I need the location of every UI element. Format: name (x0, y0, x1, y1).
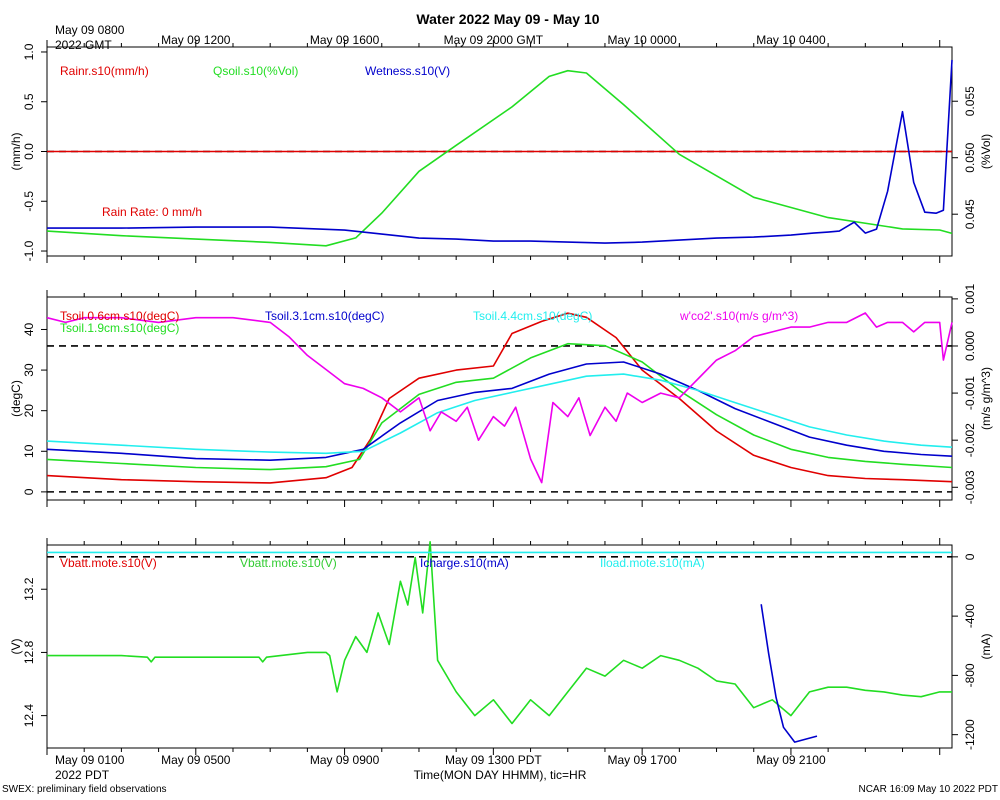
water-panel: -1.0 -0.5 0.0 0.5 1.0 (mm/h) 0.045 0.050 0.055 (%… (9, 40, 993, 263)
series-line-w-co2-s10-m-s-g-m-3- (46, 312, 953, 484)
left-y-tick-label: 1.0 (22, 43, 36, 60)
chart-title: Water 2022 May 09 - May 10 (416, 11, 599, 27)
series-line-tsoil-3-1cm-s10-degc- (46, 361, 953, 462)
series-line-vbatt-mote-s10-v- (47, 540, 952, 725)
bottom-axis-label: May 09 2100 (756, 753, 826, 767)
right-y-tick-label: -1200 (963, 719, 977, 750)
legend-entry: Wetness.s10(V) (365, 64, 450, 78)
bottom-axis-label: May 09 1700 (607, 753, 677, 767)
left-y-tick-label: 0.5 (22, 93, 36, 110)
series-line-tsoil-4-4cm-s10-degc- (46, 373, 953, 455)
left-y-tick-label: -1.0 (22, 240, 36, 261)
legend-entry: Qsoil.s10(%Vol) (213, 64, 298, 78)
left-y-tick-label: 0 (22, 488, 36, 495)
series-line-icharge-s10-ma- (760, 604, 818, 743)
plot-frame (46, 296, 953, 501)
legend-entry: Rainr.s10(mm/h) (60, 64, 149, 78)
left-axis-label: (mm/h) (9, 133, 23, 171)
soil-temperature-panel: 0 10 20 30 40 (degC) -0.003 -0.002 -0.001 0.000 0.… (9, 284, 993, 507)
footer-left: SWEX: preliminary field observations (2, 784, 167, 795)
rain-rate-annotation: Rain Rate: 0 mm/h (102, 205, 202, 219)
legend-entry: Icharge.s10(mA) (420, 556, 509, 570)
right-y-tick-label: -400 (963, 604, 977, 628)
right-y-tick-label: 0 (963, 553, 977, 560)
legend-entry: Tsoil.1.9cm.s10(degC) (60, 321, 179, 335)
left-axis-label: (V) (9, 639, 23, 655)
left-y-tick-label: 13.2 (22, 577, 36, 601)
legend-entry: Iload.mote.s10(mA) (600, 556, 705, 570)
left-y-tick-label: 12.4 (22, 704, 36, 728)
left-y-tick-label: 40 (22, 322, 36, 336)
legend-entry: Tsoil.4.4cm.s10(degC) (473, 309, 592, 323)
legend-entry: Vbatt.mote.s10(V) (240, 556, 337, 570)
right-y-tick-label: 0.050 (963, 142, 977, 172)
bottom-axis-label: May 09 0500 (161, 753, 231, 767)
series-line-tsoil-1-9cm-s10-degc- (46, 342, 953, 471)
right-y-tick-label: 0.055 (963, 86, 977, 116)
power-panel: 12.4 12.8 13.2 (V) 0 -400 -800 -1200 (mA) Vbatt.m… (9, 538, 993, 755)
right-y-tick-label: -0.001 (963, 376, 977, 410)
bottom-axis-label: May 09 0900 (310, 753, 380, 767)
x-axis-title: Time(MON DAY HHMM), tic=HR (414, 768, 587, 782)
footer-right: NCAR 16:09 May 10 2022 PDT (858, 784, 998, 795)
right-y-tick-label: 0.045 (963, 199, 977, 229)
bottom-axis-start-label: May 09 0100 (55, 753, 125, 767)
series-line-qsoil-s10-vol- (46, 69, 953, 247)
bottom-axis-start-label: 2022 PDT (55, 768, 110, 782)
right-y-tick-label: -800 (963, 663, 977, 687)
right-y-tick-label: 0.000 (963, 331, 977, 361)
right-y-tick-label: 0.001 (963, 284, 977, 314)
right-y-tick-label: -0.003 (963, 470, 977, 504)
right-axis-label: (%Vol) (979, 134, 993, 169)
legend-entry: Vbatt.mote.s10(V) (60, 556, 157, 570)
right-y-tick-label: -0.002 (963, 423, 977, 457)
legend-entry: Tsoil.0.6cm.s10(degC) (60, 309, 179, 323)
bottom-axis-label: May 09 1300 PDT (445, 753, 542, 767)
right-axis-label: (mA) (979, 634, 993, 660)
left-y-tick-label: 10 (22, 444, 36, 458)
top-axis-start-label: 2022 GMT (55, 38, 112, 52)
left-y-tick-label: 12.8 (22, 640, 36, 664)
series-line-wetness-s10-v- (47, 59, 953, 244)
left-y-tick-label: 0.0 (22, 143, 36, 160)
legend-entry: Tsoil.3.1cm.s10(degC) (265, 309, 384, 323)
top-axis-start-label: May 09 0800 (55, 23, 125, 37)
left-y-tick-label: 30 (22, 363, 36, 377)
left-y-tick-label: 20 (22, 404, 36, 418)
left-y-tick-label: -0.5 (22, 191, 36, 212)
left-axis-label: (degC) (9, 380, 23, 417)
plot-frame (46, 544, 953, 749)
series-line-tsoil-0-6cm-s10-degc- (46, 312, 953, 484)
right-axis-label: (m/s g/m^3) (979, 367, 993, 430)
legend-entry: w'co2'.s10(m/s g/m^3) (679, 309, 798, 323)
